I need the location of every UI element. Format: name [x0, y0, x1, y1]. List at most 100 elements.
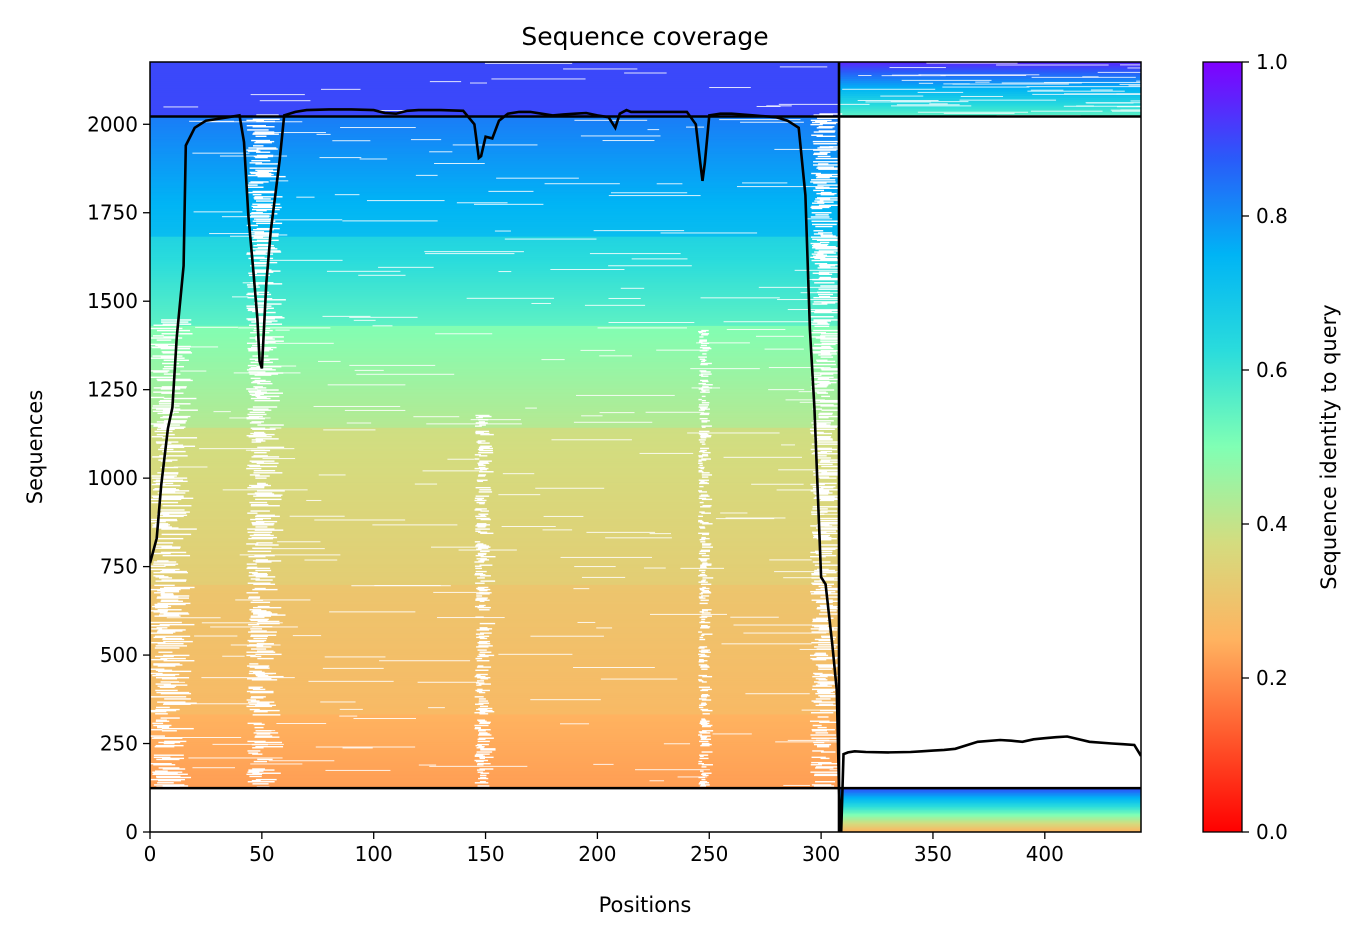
gap-streak	[480, 776, 487, 779]
gap-streak	[699, 450, 705, 453]
gap-streak	[153, 391, 175, 393]
heat-row	[150, 395, 840, 399]
gap-streak	[152, 526, 172, 528]
gap-streak	[249, 703, 270, 705]
heat-row-b-bottom	[839, 800, 1141, 803]
gap-streak	[813, 536, 832, 539]
heat-row	[150, 609, 840, 613]
gap-streak	[474, 696, 484, 698]
heat-row	[150, 554, 840, 558]
heat-row	[150, 486, 840, 490]
row-gap	[774, 571, 845, 573]
gap-streak	[815, 248, 841, 250]
gap-streak	[252, 269, 272, 271]
heat-row	[150, 459, 840, 462]
gap-streak	[700, 580, 706, 582]
gap-streak	[478, 643, 491, 645]
gap-streak	[162, 505, 192, 507]
row-gap	[573, 588, 590, 590]
row-gap-b	[918, 82, 934, 84]
heat-row	[150, 289, 840, 292]
gap-streak	[248, 597, 260, 599]
gap-streak	[701, 633, 713, 635]
gap-streak	[247, 639, 267, 642]
gap-streak	[256, 702, 270, 704]
gap-streak	[702, 774, 709, 777]
row-gap	[801, 709, 861, 711]
gap-streak	[478, 746, 485, 748]
gap-streak	[475, 570, 487, 573]
gap-streak	[818, 644, 843, 646]
gap-streak	[479, 575, 491, 577]
heat-row	[150, 206, 840, 210]
gap-streak	[246, 253, 274, 255]
gap-streak	[255, 395, 280, 398]
gap-streak	[247, 464, 261, 467]
heat-row	[150, 427, 840, 430]
row-gap	[663, 743, 691, 745]
gap-streak	[475, 530, 481, 532]
gap-streak	[699, 417, 708, 420]
gap-streak	[252, 747, 264, 749]
gap-streak	[812, 583, 835, 585]
gap-streak	[256, 303, 282, 305]
row-gap	[219, 155, 288, 157]
gap-streak	[478, 474, 487, 476]
row-gap	[574, 566, 616, 568]
gap-streak	[159, 509, 185, 511]
heat-row-b-top	[839, 71, 1141, 75]
gap-streak	[248, 390, 262, 392]
heat-row-b-bottom	[839, 823, 1141, 826]
heat-row	[150, 223, 840, 227]
gap-streak	[480, 550, 490, 553]
gap-streak	[814, 257, 838, 260]
gap-streak	[254, 196, 283, 198]
heat-row	[150, 709, 840, 713]
gap-streak	[700, 770, 704, 772]
row-gap	[709, 87, 751, 89]
gap-streak	[814, 638, 835, 641]
gap-streak	[700, 565, 707, 567]
heat-row-b-bottom	[839, 795, 1141, 798]
gap-streak	[255, 673, 266, 676]
gap-streak	[700, 437, 707, 439]
heat-row-b-bottom	[839, 799, 1141, 802]
heat-row	[150, 149, 840, 152]
gap-streak	[813, 474, 840, 476]
row-gap-b	[1026, 86, 1141, 88]
gap-streak	[475, 582, 485, 584]
gap-streak	[702, 591, 711, 593]
gap-streak	[246, 318, 275, 320]
gap-streak	[475, 598, 487, 600]
colorbar-tick-label: 1.0	[1256, 50, 1288, 74]
heat-row	[150, 227, 840, 231]
gap-streak	[150, 396, 165, 399]
gap-streak	[812, 685, 832, 687]
gap-streak	[819, 146, 834, 148]
heat-row	[150, 240, 840, 244]
gap-streak	[810, 216, 830, 218]
gap-streak	[818, 476, 830, 478]
gap-streak	[160, 446, 185, 449]
gap-streak	[255, 579, 273, 581]
row-gap	[502, 473, 535, 475]
row-gap	[808, 278, 906, 280]
gap-streak	[699, 781, 708, 783]
gap-streak	[700, 449, 707, 452]
gap-streak	[253, 132, 275, 134]
row-gap-b	[1032, 93, 1141, 95]
gap-streak	[477, 740, 490, 743]
gap-streak	[155, 770, 168, 772]
gap-streak	[162, 362, 180, 365]
gap-streak	[479, 705, 489, 708]
gap-streak	[817, 392, 829, 394]
row-gap	[776, 489, 855, 491]
row-gap	[308, 680, 394, 682]
gap-streak	[814, 251, 834, 253]
heat-row	[150, 365, 840, 369]
heat-row	[150, 168, 840, 171]
heat-row	[150, 686, 840, 689]
gap-streak	[154, 523, 169, 525]
gap-streak	[816, 436, 832, 438]
gap-streak	[249, 465, 278, 468]
